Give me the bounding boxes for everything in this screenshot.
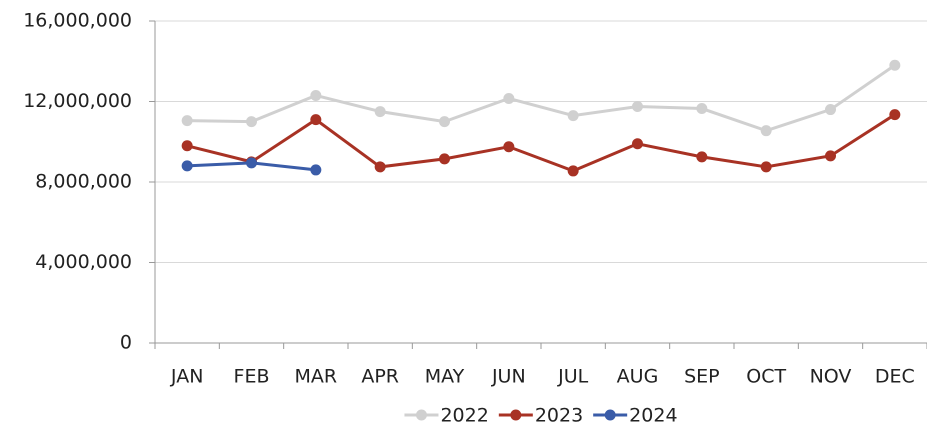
data-point — [696, 103, 708, 115]
data-point — [825, 150, 836, 162]
y-tick-label: 16,000,000 — [23, 10, 132, 32]
x-tick-label: MAY — [425, 366, 465, 388]
data-point — [696, 151, 708, 163]
data-point — [310, 164, 322, 176]
data-point — [310, 114, 322, 126]
data-point — [889, 109, 901, 121]
data-point — [439, 116, 450, 128]
data-point — [310, 89, 322, 101]
data-point — [503, 92, 515, 104]
x-tick-label: SEP — [684, 366, 720, 388]
data-point — [760, 125, 772, 137]
series-line — [187, 64, 896, 133]
legend: 2022 2023 2024 — [404, 405, 678, 427]
data-point — [503, 141, 515, 153]
legend-item: 2024 — [593, 405, 678, 427]
legend-label: 2022 — [440, 405, 488, 427]
y-tick-label: 8,000,000 — [35, 171, 132, 193]
series-line — [186, 113, 896, 173]
legend-item: 2023 — [498, 405, 583, 427]
y-tick-label: 0 — [120, 332, 132, 354]
data-point — [246, 116, 257, 128]
x-tick-label: APR — [361, 366, 399, 388]
data-point — [374, 161, 386, 173]
data-point — [825, 104, 836, 116]
data-point — [632, 138, 643, 150]
data-point — [246, 157, 257, 169]
data-point — [181, 140, 193, 152]
data-point — [567, 165, 579, 177]
legend-marker — [604, 409, 616, 421]
x-tick-label: JUN — [491, 366, 526, 388]
x-tick-label: NOV — [810, 366, 852, 388]
x-tick-label: OCT — [746, 366, 786, 388]
data-point — [181, 115, 193, 127]
x-tick-label: DEC — [875, 366, 915, 388]
data-point — [760, 161, 772, 173]
x-tick-label: JAN — [170, 366, 203, 388]
data-point — [439, 153, 450, 165]
data-point — [889, 59, 901, 71]
data-point — [567, 110, 579, 122]
y-tick-label: 12,000,000 — [23, 90, 132, 112]
x-tick-label: JUL — [557, 366, 589, 388]
x-tick-label: MAR — [295, 366, 338, 388]
data-point — [374, 106, 386, 118]
y-tick-label: 4,000,000 — [35, 251, 132, 273]
legend-marker — [415, 409, 427, 421]
legend-label: 2023 — [535, 405, 583, 427]
x-tick-label: AUG — [617, 366, 659, 388]
legend-item: 2022 — [404, 405, 489, 427]
data-point — [181, 160, 193, 172]
data-point — [632, 101, 643, 113]
x-tick-label: FEB — [234, 366, 270, 388]
legend-label: 2024 — [629, 405, 677, 427]
legend-marker — [510, 409, 522, 421]
